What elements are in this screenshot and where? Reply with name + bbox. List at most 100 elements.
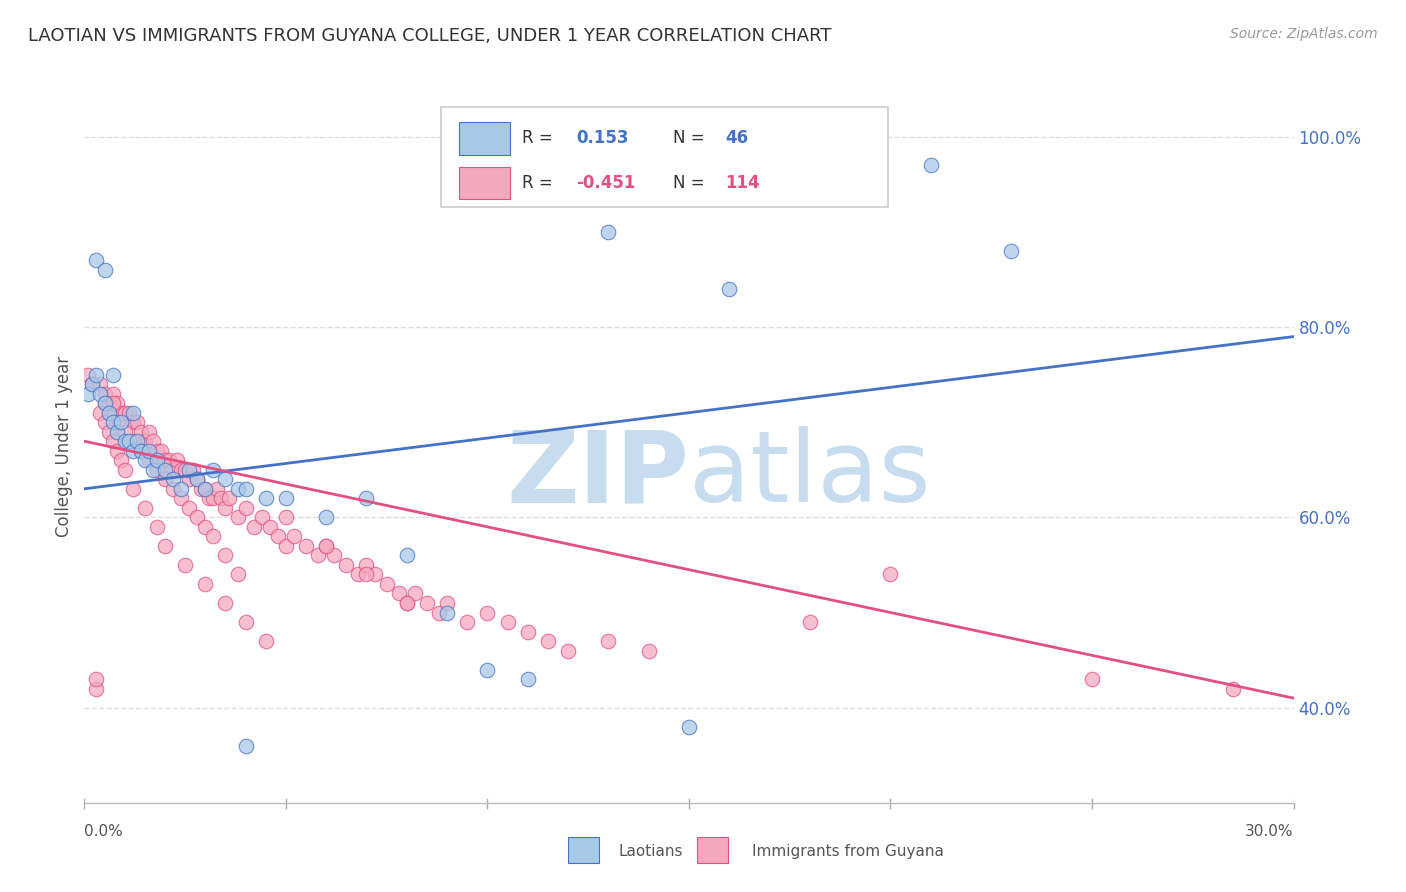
- Text: R =: R =: [522, 174, 558, 192]
- Point: [416, 596, 439, 610]
- Point: [315, 539, 337, 553]
- Point: [637, 643, 659, 657]
- Point: [129, 443, 152, 458]
- Point: [153, 539, 176, 553]
- Point: [170, 491, 193, 506]
- Point: [162, 482, 184, 496]
- Point: [110, 453, 132, 467]
- Point: [375, 577, 398, 591]
- Point: [101, 386, 124, 401]
- Point: [134, 453, 156, 467]
- Point: [170, 463, 193, 477]
- Point: [121, 443, 143, 458]
- Text: 46: 46: [725, 129, 748, 147]
- Point: [598, 225, 620, 239]
- Point: [89, 377, 111, 392]
- Point: [89, 406, 111, 420]
- Point: [114, 406, 136, 420]
- Point: [138, 453, 160, 467]
- Point: [323, 549, 346, 563]
- Text: N =: N =: [673, 174, 710, 192]
- Text: ZIP: ZIP: [506, 426, 689, 523]
- Point: [138, 443, 160, 458]
- Point: [295, 539, 318, 553]
- Point: [82, 377, 104, 392]
- Point: [250, 510, 273, 524]
- Point: [186, 510, 208, 524]
- Text: 30.0%: 30.0%: [1246, 823, 1294, 838]
- Point: [198, 491, 221, 506]
- Point: [186, 472, 208, 486]
- Point: [86, 368, 108, 382]
- Point: [146, 443, 169, 458]
- Text: Source: ZipAtlas.com: Source: ZipAtlas.com: [1230, 27, 1378, 41]
- Point: [170, 482, 193, 496]
- Point: [194, 482, 217, 496]
- Point: [202, 491, 225, 506]
- Point: [93, 396, 115, 410]
- Text: LAOTIAN VS IMMIGRANTS FROM GUYANA COLLEGE, UNDER 1 YEAR CORRELATION CHART: LAOTIAN VS IMMIGRANTS FROM GUYANA COLLEG…: [28, 27, 831, 45]
- Point: [146, 463, 169, 477]
- Point: [477, 606, 499, 620]
- Point: [82, 377, 104, 392]
- Point: [129, 425, 152, 439]
- Point: [226, 510, 249, 524]
- FancyBboxPatch shape: [697, 837, 728, 863]
- Point: [179, 500, 201, 515]
- Point: [202, 529, 225, 543]
- Point: [129, 443, 152, 458]
- Text: Laotians: Laotians: [619, 845, 683, 859]
- Point: [274, 539, 297, 553]
- Point: [395, 596, 418, 610]
- Point: [207, 482, 229, 496]
- Point: [105, 415, 128, 429]
- Point: [105, 425, 128, 439]
- Point: [254, 634, 277, 648]
- Point: [146, 453, 169, 467]
- Point: [254, 491, 277, 506]
- Text: -0.451: -0.451: [576, 174, 636, 192]
- Point: [388, 586, 411, 600]
- Point: [190, 482, 212, 496]
- Point: [226, 567, 249, 582]
- Point: [315, 539, 337, 553]
- Point: [186, 472, 208, 486]
- Point: [162, 472, 184, 486]
- Y-axis label: College, Under 1 year: College, Under 1 year: [55, 355, 73, 537]
- Point: [97, 406, 120, 420]
- Point: [166, 453, 188, 467]
- FancyBboxPatch shape: [441, 107, 889, 207]
- Point: [235, 500, 257, 515]
- Point: [162, 463, 184, 477]
- Point: [194, 482, 217, 496]
- Point: [718, 282, 741, 296]
- Point: [121, 482, 143, 496]
- Point: [214, 549, 236, 563]
- Point: [101, 415, 124, 429]
- Point: [174, 558, 197, 572]
- Text: 0.153: 0.153: [576, 129, 628, 147]
- Point: [214, 596, 236, 610]
- Point: [404, 586, 426, 600]
- Point: [436, 606, 458, 620]
- Point: [121, 415, 143, 429]
- Point: [799, 615, 821, 629]
- Point: [110, 406, 132, 420]
- Point: [110, 415, 132, 429]
- Point: [97, 425, 120, 439]
- Point: [436, 596, 458, 610]
- Point: [134, 434, 156, 449]
- Point: [315, 510, 337, 524]
- Text: atlas: atlas: [689, 426, 931, 523]
- Point: [121, 406, 143, 420]
- Point: [121, 434, 143, 449]
- Point: [395, 549, 418, 563]
- Point: [537, 634, 560, 648]
- Point: [101, 434, 124, 449]
- Point: [202, 463, 225, 477]
- Point: [427, 606, 450, 620]
- Point: [125, 415, 148, 429]
- FancyBboxPatch shape: [460, 122, 510, 155]
- Point: [142, 463, 165, 477]
- Point: [477, 663, 499, 677]
